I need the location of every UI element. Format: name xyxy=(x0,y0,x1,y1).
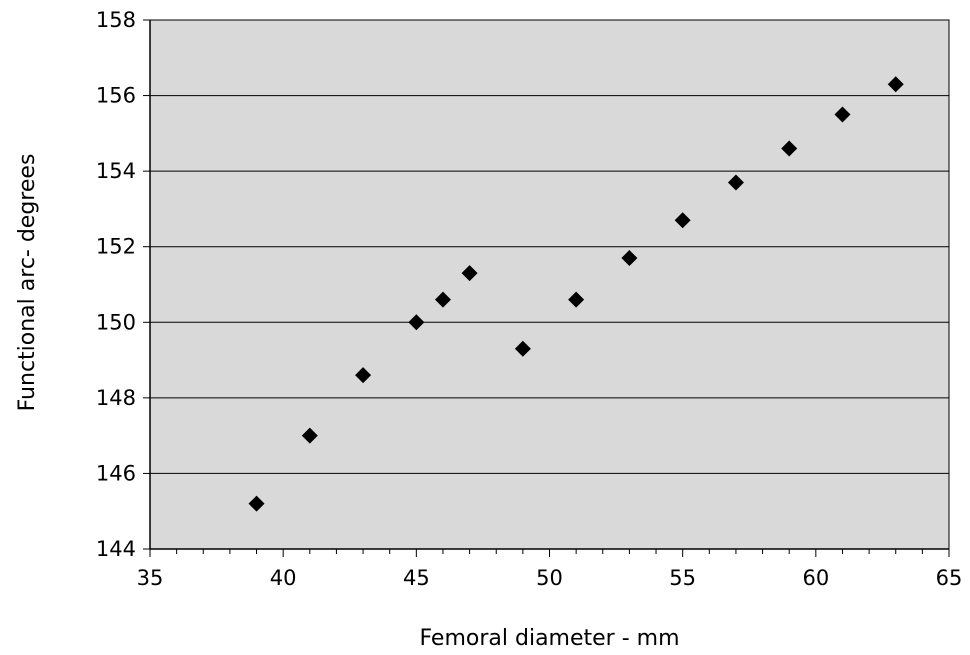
data-point-0-5 xyxy=(461,265,478,282)
y-tick-label-156: 156 xyxy=(96,84,136,108)
x-tick-label-55: 55 xyxy=(669,566,696,590)
data-point-0-0 xyxy=(248,495,265,512)
data-point-0-3 xyxy=(408,314,425,331)
data-point-0-13 xyxy=(887,76,904,93)
data-points xyxy=(248,76,904,512)
y-tick-label-144: 144 xyxy=(96,537,136,561)
data-point-0-9 xyxy=(674,212,691,229)
x-tick-label-50: 50 xyxy=(536,566,563,590)
data-point-0-4 xyxy=(434,291,451,308)
data-point-0-7 xyxy=(568,291,585,308)
data-point-0-10 xyxy=(727,174,744,191)
data-point-0-8 xyxy=(621,250,638,267)
x-tick-label-65: 65 xyxy=(936,566,963,590)
x-axis-ticks: 35 40 45 50 55 60 65 xyxy=(137,549,963,590)
y-axis-title: Functional arc- degrees xyxy=(15,154,40,412)
y-axis-ticks: 144 146 148 150 152 154 156 158 xyxy=(96,8,150,561)
data-point-0-12 xyxy=(834,106,851,123)
y-tick-label-152: 152 xyxy=(96,235,136,259)
y-tick-label-148: 148 xyxy=(96,386,136,410)
x-tick-label-60: 60 xyxy=(802,566,829,590)
data-point-0-1 xyxy=(301,427,318,444)
data-point-0-11 xyxy=(781,140,798,157)
data-point-0-2 xyxy=(355,367,372,384)
y-tick-label-150: 150 xyxy=(96,310,136,334)
plot-area xyxy=(149,19,950,550)
x-tick-label-35: 35 xyxy=(137,566,164,590)
y-tick-label-158: 158 xyxy=(96,8,136,32)
data-point-0-6 xyxy=(514,340,531,357)
y-tick-label-146: 146 xyxy=(96,461,136,485)
x-tick-label-40: 40 xyxy=(270,566,297,590)
x-tick-label-45: 45 xyxy=(403,566,430,590)
gridlines xyxy=(150,19,949,474)
y-tick-label-154: 154 xyxy=(96,159,136,183)
x-axis-title: Femoral diameter - mm xyxy=(419,626,679,651)
